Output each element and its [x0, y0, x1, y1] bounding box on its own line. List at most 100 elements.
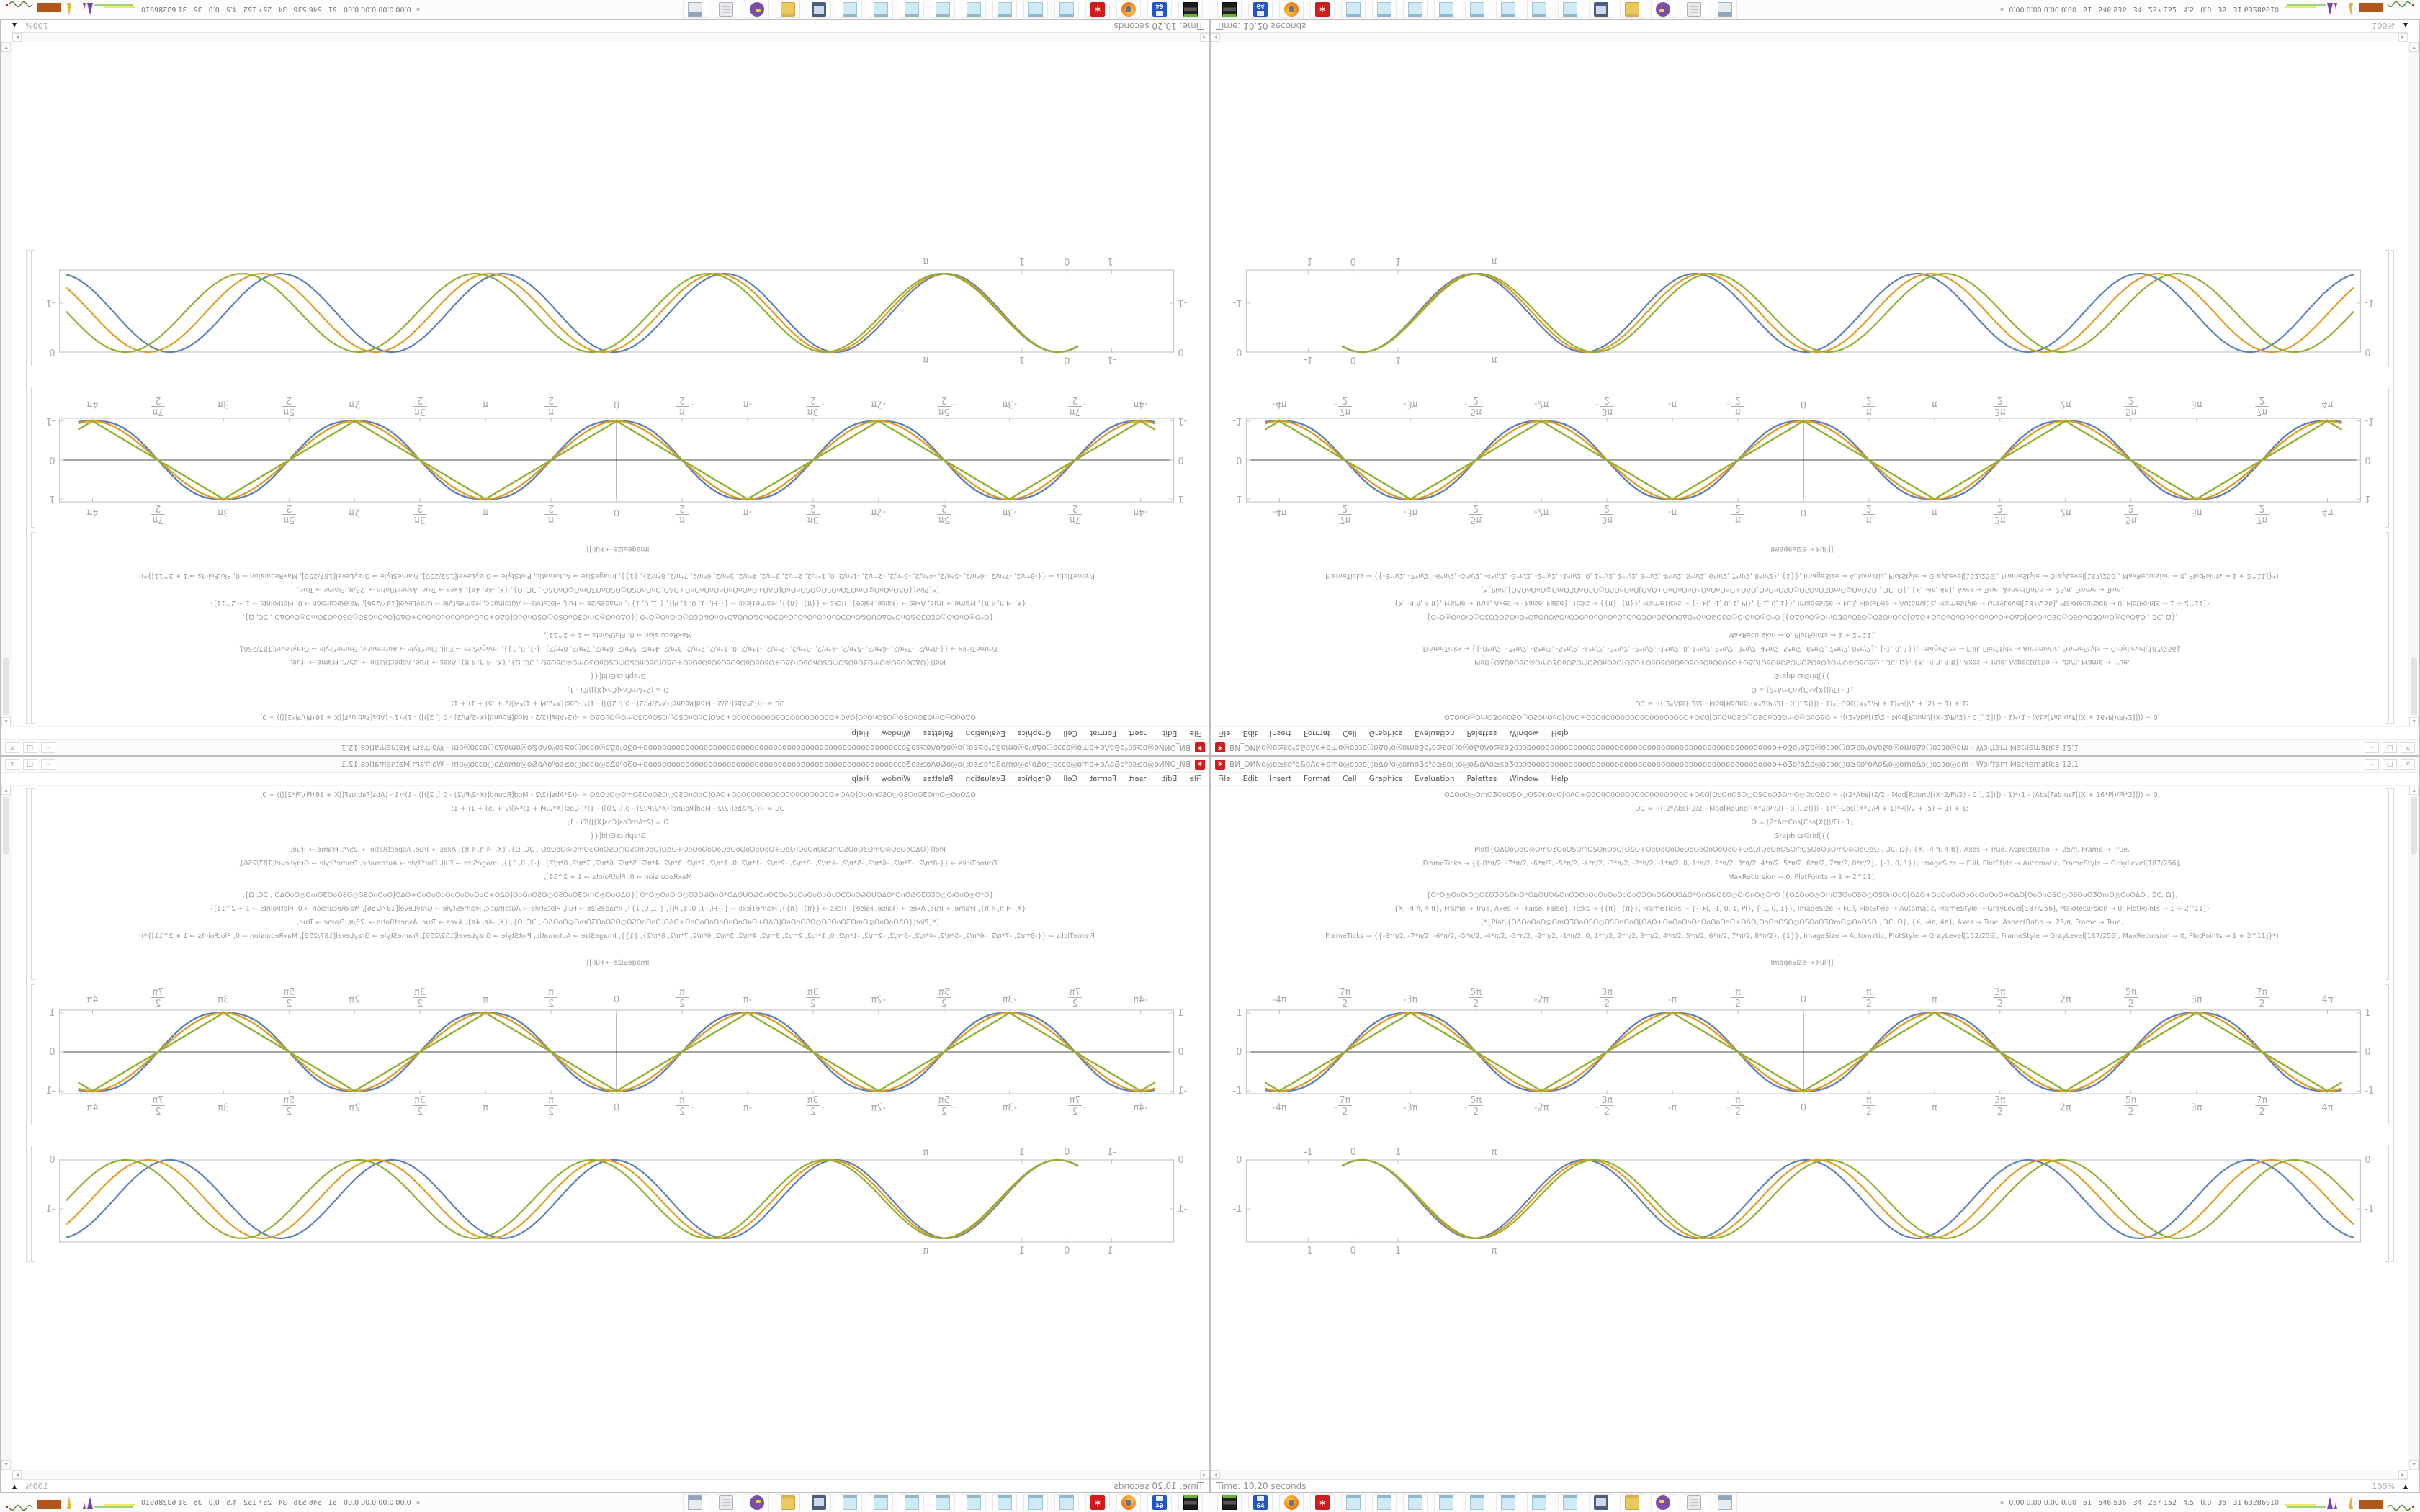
cell-bracket-plot1[interactable]: [2385, 387, 2389, 528]
screenshot-tool-icon[interactable]: [807, 1494, 831, 1511]
notepad-icon[interactable]: [1054, 1494, 1079, 1511]
tray-collapse-icon[interactable]: «: [416, 5, 421, 14]
scroll-left-icon[interactable]: ◀: [1211, 1470, 1220, 1479]
menu-item-evaluation[interactable]: Evaluation: [965, 774, 1005, 783]
cell-bracket-code[interactable]: [2385, 532, 2389, 724]
notepad-icon[interactable]: [992, 1, 1017, 18]
notepad-icon[interactable]: [1496, 1, 1520, 18]
media-player-icon[interactable]: [1178, 1494, 1203, 1511]
menu-item-insert[interactable]: Insert: [1269, 729, 1292, 738]
cell-bracket-plot2[interactable]: [2385, 250, 2389, 366]
media-player-icon[interactable]: [1178, 1, 1203, 18]
window-titlebar[interactable]: ∗ BИ_OИNo◎o≥so⁰o&oAo+omo◎oɔɔo○oΔo⁰o◎omoƷ…: [1, 757, 1209, 773]
menu-item-graphics[interactable]: Graphics: [1368, 729, 1403, 738]
minimize-button[interactable]: –: [41, 759, 55, 770]
cell-bracket-plot2[interactable]: [31, 250, 35, 366]
folder-icon[interactable]: [776, 1, 800, 18]
folder-icon[interactable]: [1620, 1494, 1644, 1511]
vertical-scrollbar[interactable]: ▲ ▼: [1, 42, 12, 726]
vertical-scrollbar-thumb[interactable]: [2411, 657, 2417, 715]
cell-bracket-plot2[interactable]: [31, 1146, 35, 1262]
notepad-icon[interactable]: [900, 1494, 924, 1511]
menu-item-format[interactable]: Format: [1304, 729, 1331, 738]
menu-item-graphics[interactable]: Graphics: [1017, 729, 1052, 738]
floppy-64-icon[interactable]: 64: [1147, 1, 1172, 18]
tray-collapse-icon[interactable]: «: [1999, 5, 2004, 14]
notepad-icon[interactable]: [1465, 1494, 1489, 1511]
cell-bracket-plot1[interactable]: [31, 984, 35, 1125]
horizontal-scrollbar[interactable]: ◀ ▶: [12, 32, 1209, 42]
horizontal-scrollbar[interactable]: ◀ ▶: [1211, 32, 2408, 42]
notepad-icon[interactable]: [1496, 1494, 1520, 1511]
notepad-icon[interactable]: [1023, 1494, 1048, 1511]
firefox-icon[interactable]: [1116, 1, 1141, 18]
tray-collapse-icon[interactable]: «: [416, 1498, 421, 1507]
menu-item-format[interactable]: Format: [1089, 774, 1116, 783]
cell-bracket-code[interactable]: [2385, 788, 2389, 980]
purple-app-icon[interactable]: [1651, 1494, 1675, 1511]
scroll-right-icon[interactable]: ▶: [2398, 1470, 2408, 1479]
vertical-scrollbar[interactable]: ▲ ▼: [2408, 786, 2419, 1470]
notepad-icon[interactable]: [838, 1494, 862, 1511]
minimize-button[interactable]: –: [41, 742, 55, 753]
notepad-icon[interactable]: [1403, 1494, 1428, 1511]
window-titlebar[interactable]: ∗ BИ_OИNo◎o≥so⁰o&oAo+omo◎oɔɔo○oΔo⁰o◎omoƷ…: [1211, 757, 2419, 773]
notepad-icon[interactable]: [869, 1494, 893, 1511]
screenshot-tool-icon[interactable]: [807, 1, 831, 18]
notepad-icon[interactable]: [869, 1, 893, 18]
notepad-icon[interactable]: [1527, 1494, 1551, 1511]
menu-item-help[interactable]: Help: [851, 774, 869, 783]
restore-button[interactable]: □: [23, 759, 37, 770]
window-app-icon[interactable]: [683, 1, 707, 18]
cell-bracket-code[interactable]: [31, 532, 35, 724]
menu-item-insert[interactable]: Insert: [1128, 729, 1151, 738]
scroll-right-icon[interactable]: ▶: [12, 33, 22, 42]
menu-item-cell[interactable]: Cell: [1343, 729, 1357, 738]
notepad-icon[interactable]: [1372, 1, 1397, 18]
notepad-icon[interactable]: [1403, 1, 1428, 18]
scroll-document-icon[interactable]: [1682, 1494, 1706, 1511]
scroll-left-icon[interactable]: ◀: [1200, 33, 1209, 42]
mathematica-icon[interactable]: ∗: [1085, 1, 1110, 18]
cell-bracket-code[interactable]: [31, 788, 35, 980]
notepad-icon[interactable]: [931, 1, 955, 18]
magnification-control[interactable]: 100% ▲: [2372, 1482, 2408, 1491]
notepad-icon[interactable]: [1341, 1494, 1366, 1511]
scroll-up-icon[interactable]: ▲: [1, 717, 11, 726]
scroll-document-icon[interactable]: [714, 1494, 738, 1511]
floppy-64-icon[interactable]: 64: [1248, 1494, 1273, 1511]
notepad-icon[interactable]: [1023, 1, 1048, 18]
media-player-icon[interactable]: [1217, 1494, 1242, 1511]
notepad-icon[interactable]: [900, 1, 924, 18]
scroll-down-icon[interactable]: ▼: [1, 1460, 11, 1470]
scroll-left-icon[interactable]: ◀: [1200, 1470, 1209, 1479]
scroll-up-icon[interactable]: ▲: [2409, 717, 2419, 726]
menu-item-help[interactable]: Help: [851, 729, 869, 738]
close-button[interactable]: ×: [2401, 759, 2415, 770]
menu-item-graphics[interactable]: Graphics: [1017, 774, 1052, 783]
menu-item-format[interactable]: Format: [1089, 729, 1116, 738]
notebook-content[interactable]: OΔOoO◎OmOƷOoOSO○OSOnOoO[OAO+O0O0O0O0O0O0…: [12, 42, 1209, 726]
purple-app-icon[interactable]: [745, 1494, 769, 1511]
notepad-icon[interactable]: [931, 1494, 955, 1511]
scroll-up-icon[interactable]: ▲: [2409, 786, 2419, 795]
notepad-icon[interactable]: [1054, 1, 1079, 18]
magnification-control[interactable]: 100% ▲: [12, 22, 48, 31]
notepad-icon[interactable]: [1527, 1, 1551, 18]
horizontal-scrollbar[interactable]: ◀ ▶: [12, 1470, 1209, 1480]
menu-item-window[interactable]: Window: [881, 774, 911, 783]
scroll-down-icon[interactable]: ▼: [2409, 1460, 2419, 1470]
notepad-icon[interactable]: [962, 1494, 986, 1511]
notebook-content[interactable]: OΔOoO◎OmOƷOoOSO○OSOnOoO[OAO+O0O0O0O0O0O0…: [1211, 786, 2408, 1470]
cell-group-bracket[interactable]: [26, 250, 30, 724]
menu-item-cell[interactable]: Cell: [1063, 729, 1077, 738]
menu-item-graphics[interactable]: Graphics: [1368, 774, 1403, 783]
menu-item-help[interactable]: Help: [1551, 729, 1569, 738]
menu-item-edit[interactable]: Edit: [1242, 774, 1258, 783]
menu-item-evaluation[interactable]: Evaluation: [1415, 729, 1455, 738]
menu-item-window[interactable]: Window: [1509, 729, 1539, 738]
menu-item-palettes[interactable]: Palettes: [923, 774, 954, 783]
code-cell[interactable]: OΔOoO◎OmOƷOoOSO○OSOnOoO[OAO+O0O0O0O0O0O0…: [1232, 788, 2372, 970]
code-cell[interactable]: OΔOoO◎OmOƷOoOSO○OSOnOoO[OAO+O0O0O0O0O0O0…: [48, 788, 1188, 970]
scroll-right-icon[interactable]: ▶: [12, 1470, 22, 1479]
